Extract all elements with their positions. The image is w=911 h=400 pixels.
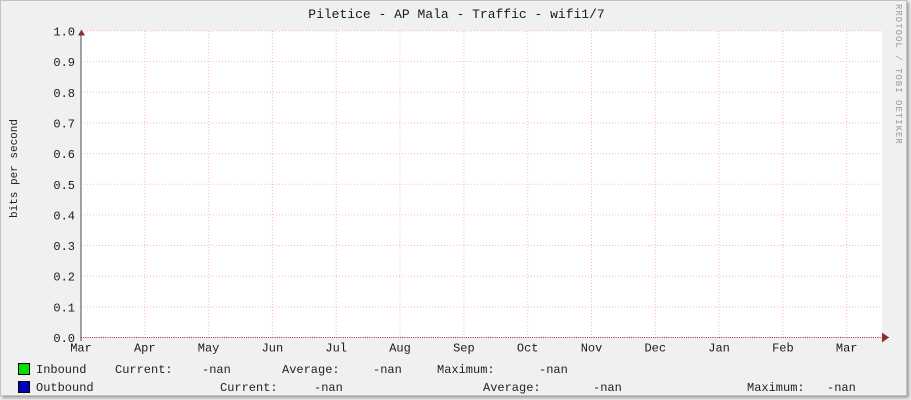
svg-text:0.7: 0.7 <box>53 117 75 131</box>
svg-text:Oct: Oct <box>517 342 539 356</box>
svg-text:Mar: Mar <box>70 342 92 356</box>
svg-text:0.6: 0.6 <box>53 148 75 162</box>
svg-text:0.9: 0.9 <box>53 56 75 70</box>
svg-text:0.5: 0.5 <box>53 179 75 193</box>
svg-text:0.8: 0.8 <box>53 87 75 101</box>
svg-text:1.0: 1.0 <box>53 26 75 40</box>
svg-text:Jul: Jul <box>325 342 347 356</box>
svg-text:0.1: 0.1 <box>53 301 75 315</box>
svg-text:Jan: Jan <box>708 342 730 356</box>
svg-text:Apr: Apr <box>134 342 156 356</box>
svg-text:Aug: Aug <box>389 342 411 356</box>
svg-text:Dec: Dec <box>644 342 666 356</box>
svg-text:0.3: 0.3 <box>53 240 75 254</box>
svg-text:Nov: Nov <box>581 342 603 356</box>
svg-text:0.2: 0.2 <box>53 271 75 285</box>
svg-text:Feb: Feb <box>772 342 794 356</box>
svg-text:Sep: Sep <box>453 342 475 356</box>
svg-text:0.4: 0.4 <box>53 209 75 223</box>
svg-text:May: May <box>198 342 220 356</box>
svg-text:Mar: Mar <box>836 342 858 356</box>
svg-text:Jun: Jun <box>262 342 284 356</box>
